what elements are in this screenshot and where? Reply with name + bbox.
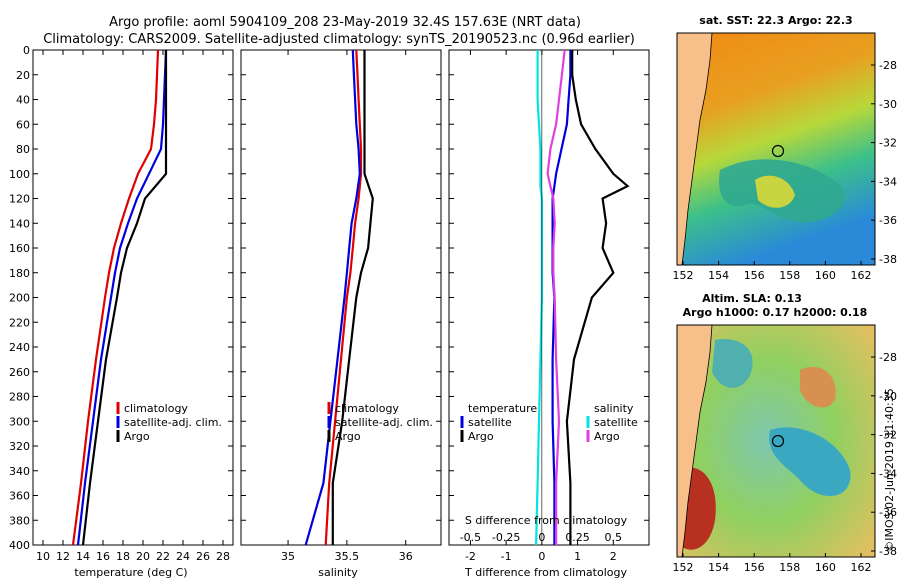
map-y-tick-label: -32 — [879, 137, 897, 150]
y-tick-label: 60 — [16, 118, 30, 131]
legend-s-satellite-label: satellite — [594, 416, 638, 429]
x-tick-label: 12 — [56, 550, 70, 563]
map-x-tick-label: 160 — [815, 561, 836, 574]
legend-salinity-title: salinity — [594, 402, 634, 415]
map-x-tick-label: 162 — [851, 269, 872, 282]
y-tick-label: 240 — [9, 341, 30, 354]
y-tick-label: 80 — [16, 143, 30, 156]
x-tick-label: 1 — [574, 550, 581, 563]
x-tick-label: 36 — [399, 550, 413, 563]
legend-temperature-title: temperature — [468, 402, 537, 415]
y-tick-label: 320 — [9, 440, 30, 453]
legend-argo-label: Argo — [124, 430, 150, 443]
map-y-tick-label: -28 — [879, 59, 897, 72]
y-tick-label: 0 — [23, 44, 30, 57]
x-tick-label: 14 — [76, 550, 90, 563]
map-y-tick-label: -34 — [879, 175, 897, 188]
map-x-tick-label: 158 — [779, 269, 800, 282]
map-x-tick-label: 162 — [851, 561, 872, 574]
map-x-tick-label: 152 — [673, 561, 694, 574]
salinity-xlabel: salinity — [318, 566, 358, 579]
x-tick-label: 22 — [156, 550, 170, 563]
legend-climatology-label: climatology — [335, 402, 399, 415]
sla-map: Altim. SLA: 0.13 Argo h1000: 0.17 h2000:… — [673, 292, 897, 574]
x-tick-label: 16 — [96, 550, 110, 563]
legend-satellite-label: satellite-adj. clim. — [335, 416, 433, 429]
y-tick-label: 360 — [9, 490, 30, 503]
legend-s-argo-label: Argo — [594, 430, 620, 443]
temperature-xlabel: temperature (deg C) — [74, 566, 187, 579]
legend-climatology-label: climatology — [124, 402, 188, 415]
map-x-tick-label: 152 — [673, 269, 694, 282]
map-x-tick-label: 154 — [708, 561, 729, 574]
x-tick-label: -2 — [465, 550, 476, 563]
y-tick-label: 120 — [9, 193, 30, 206]
y-tick-label: 40 — [16, 94, 30, 107]
map-y-tick-label: -30 — [879, 98, 897, 111]
map-x-tick-label: 160 — [815, 269, 836, 282]
legend-argo-label: Argo — [335, 430, 361, 443]
y-tick-label: 160 — [9, 242, 30, 255]
x-tick-label: -1 — [501, 550, 512, 563]
y-tick-label: 140 — [9, 217, 30, 230]
sla-map-title1: Altim. SLA: 0.13 — [702, 292, 802, 305]
x-tick-label: 26 — [196, 550, 210, 563]
map-y-tick-label: -28 — [879, 351, 897, 364]
legend-t-satellite-label: satellite — [468, 416, 512, 429]
y-tick-label: 280 — [9, 391, 30, 404]
x-tick-label: 10 — [36, 550, 50, 563]
map-x-tick-label: 154 — [708, 269, 729, 282]
x-top-tick-label: -0.25 — [492, 531, 520, 544]
x-tick-label: 28 — [216, 550, 230, 563]
x-tick-label: 35 — [281, 550, 295, 563]
watermark: ©IMOS 02-Jun-2019 11:40:35 — [883, 388, 896, 552]
map-x-tick-label: 156 — [744, 269, 765, 282]
x-tick-label: 18 — [116, 550, 130, 563]
x-tick-label: 2 — [610, 550, 617, 563]
difference-plot-frame — [449, 50, 649, 545]
y-tick-label: 300 — [9, 415, 30, 428]
sst-map-title: sat. SST: 22.3 Argo: 22.3 — [699, 14, 852, 27]
x-tick-label: 35.5 — [335, 550, 360, 563]
map-x-tick-label: 158 — [779, 561, 800, 574]
y-tick-label: 260 — [9, 366, 30, 379]
salinity-plot-frame — [241, 50, 441, 545]
legend-t-argo-label: Argo — [468, 430, 494, 443]
x-top-tick-label: 0.25 — [565, 531, 590, 544]
figure: Argo profile: aoml 5904109_208 23-May-20… — [0, 0, 900, 580]
x-top-tick-label: 0.5 — [605, 531, 623, 544]
y-tick-label: 200 — [9, 292, 30, 305]
x-tick-label: 0 — [538, 550, 545, 563]
sla-map-title2: Argo h1000: 0.17 h2000: 0.18 — [683, 306, 868, 319]
sst-map: sat. SST: 22.3 Argo: 22.3 152 154 156 158 16… — [673, 14, 897, 282]
x-tick-label: 24 — [176, 550, 190, 563]
y-tick-label: 100 — [9, 168, 30, 181]
title-line1: Argo profile: aoml 5904109_208 23-May-20… — [109, 15, 581, 30]
temperature-plot-frame — [33, 50, 233, 545]
y-tick-label: 340 — [9, 465, 30, 478]
x-tick-label: 20 — [136, 550, 150, 563]
legend-satellite-label: satellite-adj. clim. — [124, 416, 222, 429]
title-line2: Climatology: CARS2009. Satellite-adjuste… — [43, 32, 635, 47]
difference-xlabel: T difference from climatology — [464, 566, 627, 579]
difference-panel: -2 -1 0 1 2-0.5 -0.25 0 0.25 0.5 T difference fr… — [449, 50, 649, 579]
difference-xlabel-top: S difference from climatology — [465, 514, 628, 527]
map-y-tick-label: -38 — [879, 253, 897, 266]
y-tick-label: 380 — [9, 514, 30, 527]
x-top-tick-label: -0.5 — [460, 531, 481, 544]
y-tick-label: 180 — [9, 267, 30, 280]
y-tick-label: 220 — [9, 316, 30, 329]
map-y-tick-label: -36 — [879, 214, 897, 227]
map-x-tick-label: 156 — [744, 561, 765, 574]
salinity-panel: 35 35.5 36 salinity climatology satellite-… — [241, 50, 441, 579]
y-tick-label: 20 — [16, 69, 30, 82]
y-tick-label: 400 — [9, 539, 30, 552]
temperature-panel: 0 20 40 60 80 100 120 140 160 180 200 220 240 260 280 3… — [9, 44, 233, 579]
